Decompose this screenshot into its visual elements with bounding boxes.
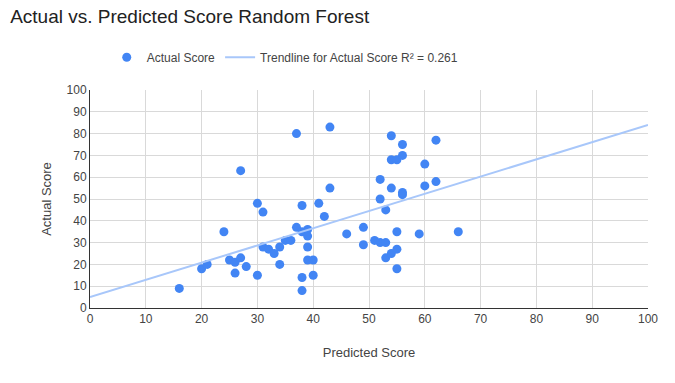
svg-text:90: 90 — [73, 105, 87, 119]
svg-text:40: 40 — [307, 312, 321, 326]
svg-text:80: 80 — [73, 127, 87, 141]
svg-text:90: 90 — [586, 312, 600, 326]
svg-text:100: 100 — [67, 83, 87, 97]
svg-text:60: 60 — [418, 312, 432, 326]
svg-text:20: 20 — [195, 312, 209, 326]
svg-text:Actual Score: Actual Score — [39, 162, 54, 236]
svg-text:30: 30 — [251, 312, 265, 326]
svg-text:70: 70 — [73, 149, 87, 163]
svg-text:70: 70 — [474, 312, 488, 326]
svg-text:Actual vs. Predicted Score Ran: Actual vs. Predicted Score Random Forest — [10, 6, 370, 27]
svg-text:100: 100 — [638, 312, 658, 326]
svg-text:Trendline for Actual Score R²: Trendline for Actual Score R² = 0.261 — [260, 51, 458, 65]
svg-text:60: 60 — [73, 170, 87, 184]
svg-text:30: 30 — [73, 236, 87, 250]
svg-text:10: 10 — [73, 279, 87, 293]
svg-text:50: 50 — [362, 312, 376, 326]
svg-text:20: 20 — [73, 258, 87, 272]
svg-text:10: 10 — [139, 312, 153, 326]
svg-text:0: 0 — [87, 312, 94, 326]
svg-text:50: 50 — [73, 192, 87, 206]
svg-text:Predicted Score: Predicted Score — [323, 345, 416, 360]
svg-text:Actual Score: Actual Score — [147, 51, 215, 65]
svg-text:80: 80 — [530, 312, 544, 326]
svg-text:40: 40 — [73, 214, 87, 228]
svg-text:0: 0 — [80, 301, 87, 315]
